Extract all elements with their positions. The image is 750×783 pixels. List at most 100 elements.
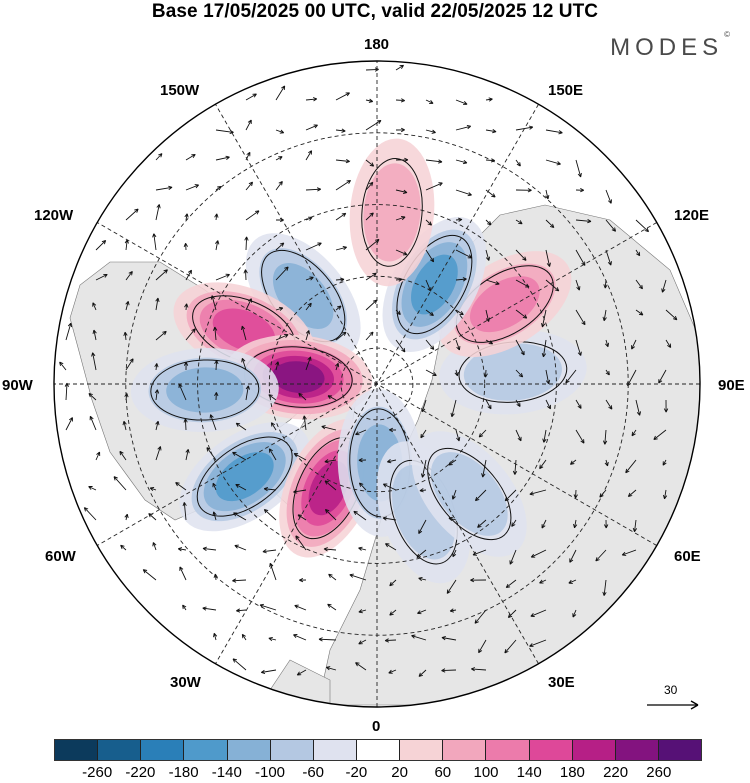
wind-arrow — [185, 153, 196, 161]
anomaly-contour — [411, 254, 458, 315]
wind-arrow — [605, 249, 612, 266]
wind-arrow — [515, 369, 524, 378]
wind-arrow — [275, 85, 286, 101]
wind-arrow — [243, 269, 248, 281]
wind-arrow — [89, 415, 97, 431]
wind-arrow — [305, 302, 312, 311]
wind-arrow — [631, 339, 637, 350]
wind-arrow — [605, 189, 612, 204]
wind-arrow — [270, 422, 277, 431]
colorbar-tick-label: -180 — [168, 764, 199, 781]
wind-arrow — [452, 549, 457, 558]
wind-arrow — [425, 129, 436, 134]
lon-label-90w: 90W — [2, 377, 33, 394]
lon-label-60e: 60E — [674, 548, 701, 565]
wind-arrow — [123, 331, 128, 341]
wind-arrow — [335, 305, 342, 311]
map-boundary — [53, 60, 701, 708]
colorbar-segment — [55, 740, 99, 760]
wind-arrow — [125, 271, 133, 281]
wind-arrow — [455, 159, 468, 165]
wind-arrow — [485, 399, 492, 410]
wind-arrow — [455, 99, 468, 106]
wind-arrow — [446, 579, 457, 594]
wind-arrow — [294, 604, 307, 611]
wind-arrow — [529, 489, 547, 496]
wind-arrow — [505, 579, 517, 589]
wind-arrow — [365, 159, 375, 167]
map-title: Base 17/05/2025 00 UTC, valid 22/05/2025… — [151, 1, 599, 22]
wind-arrow — [177, 547, 187, 552]
wind-arrow — [119, 450, 127, 461]
wind-arrow — [305, 330, 310, 341]
wind-arrow — [575, 429, 585, 444]
wind-arrow — [605, 219, 617, 232]
wind-arrow — [515, 249, 527, 261]
wind-arrow — [296, 669, 307, 676]
wind-arrow — [565, 369, 577, 384]
wind-arrow — [95, 273, 108, 281]
wind-arrow — [395, 64, 404, 71]
wind-arrow — [545, 159, 561, 166]
wind-arrow — [275, 361, 280, 371]
wind-arrow — [152, 542, 157, 551]
anomaly-pacific-high — [349, 138, 435, 287]
wind-arrow — [245, 93, 257, 101]
wind-arrow — [305, 150, 313, 161]
anomaly-field — [130, 138, 587, 584]
wind-arrow — [485, 309, 490, 322]
modes-logo-text: MODES — [610, 34, 724, 61]
wind-arrow — [293, 634, 307, 641]
wind-arrow — [335, 92, 350, 101]
wind-arrow — [365, 181, 374, 191]
wind-arrow — [293, 489, 307, 494]
wind-arrow — [245, 181, 254, 191]
colorbar-segment — [141, 740, 185, 760]
wind-arrow — [450, 399, 457, 418]
wind-arrow — [355, 429, 367, 436]
wind-arrow — [455, 339, 461, 351]
wind-arrow — [241, 325, 247, 341]
colorbar-tick-label: -260 — [82, 764, 113, 781]
streamline-circulation — [150, 359, 260, 421]
wind-arrow — [455, 124, 472, 131]
wind-arrow — [275, 156, 283, 161]
colorbar-segment — [400, 740, 444, 760]
wind-arrow — [515, 399, 521, 407]
wind-arrow — [573, 489, 578, 499]
wind-arrow — [425, 369, 437, 377]
colorbar-segment — [270, 740, 314, 760]
wind-arrow — [202, 546, 217, 551]
wind-arrow — [507, 609, 517, 619]
wind-arrow — [605, 399, 613, 410]
wind-vectors — [59, 64, 678, 677]
wind-arrow — [358, 609, 367, 614]
wind-arrow — [244, 236, 249, 251]
lon-label-180: 180 — [364, 36, 390, 53]
wind-arrow — [335, 128, 346, 133]
wind-arrow — [184, 303, 189, 311]
colorbar-tick-label: -100 — [254, 764, 286, 781]
wind-arrow — [113, 476, 127, 491]
wind-arrow — [275, 266, 289, 281]
wind-arrow — [232, 578, 247, 583]
wind-arrow — [635, 219, 650, 233]
wind-arrow — [625, 459, 637, 474]
wind-arrow — [142, 569, 157, 581]
wind-arrow — [595, 549, 607, 562]
wind-arrow — [275, 129, 285, 134]
copyright-mark: © — [724, 30, 730, 39]
reference-vector — [647, 700, 699, 710]
wind-arrow — [395, 249, 408, 256]
wind-arrow — [395, 127, 406, 133]
graticule — [54, 61, 700, 707]
wind-arrow — [663, 399, 669, 413]
wind-arrow — [155, 269, 168, 281]
colorbar-tick-label: 180 — [559, 764, 585, 781]
wind-arrow — [388, 427, 397, 433]
wind-arrow — [662, 489, 668, 500]
colorbar-segment — [184, 740, 228, 760]
wind-arrow — [214, 360, 219, 371]
lon-label-90e: 90E — [718, 377, 745, 394]
